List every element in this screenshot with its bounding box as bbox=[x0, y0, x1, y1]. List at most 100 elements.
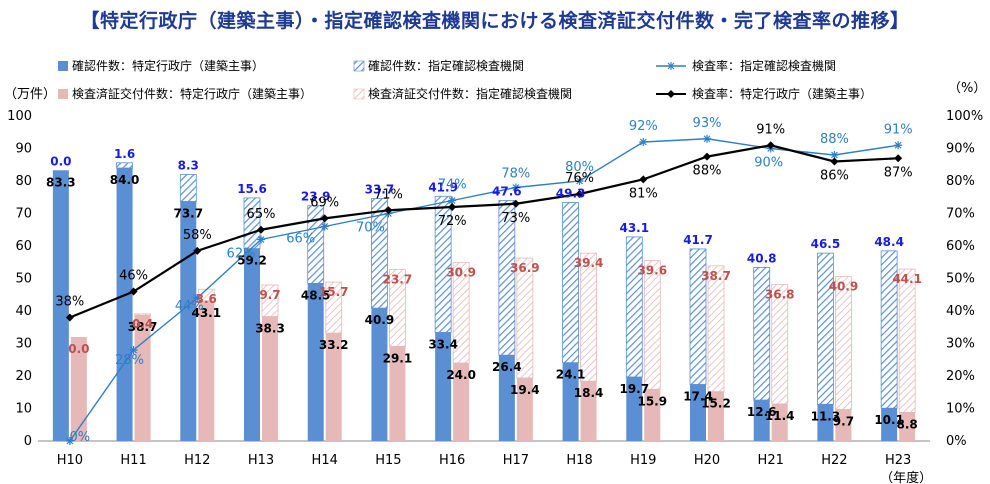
label-confirm-gov: 10.1 bbox=[874, 413, 904, 427]
bar-inspect-gov bbox=[262, 316, 278, 441]
label-rate-gov: 73% bbox=[501, 211, 530, 226]
y-right-unit: （%） bbox=[948, 81, 986, 96]
marker-rate-gov bbox=[830, 157, 839, 166]
label-inspect-org: 40.9 bbox=[829, 280, 859, 294]
marker-rate-org bbox=[129, 346, 138, 354]
label-inspect-org: 15.7 bbox=[319, 285, 349, 299]
y-right-tick-label: 80% bbox=[946, 174, 975, 189]
legend: 確認件数：特定行政庁（建築主事） 確認件数：指定確認検査機関 検査率：指定確認検査機… bbox=[58, 58, 872, 101]
bar-inspect-gov bbox=[835, 409, 852, 441]
marker-rate-gov bbox=[257, 225, 265, 234]
label-confirm-org: 48.4 bbox=[874, 235, 904, 249]
bar-confirm-org bbox=[434, 195, 452, 333]
marker-rate-gov bbox=[384, 206, 393, 215]
x-tick-label: H15 bbox=[375, 453, 401, 468]
label-confirm-org: 23.9 bbox=[301, 190, 331, 204]
x-tick-label: H17 bbox=[503, 453, 529, 468]
y-left-tick-label: 40 bbox=[15, 304, 32, 319]
label-rate-gov: 46% bbox=[119, 269, 148, 284]
label-confirm-gov: 33.4 bbox=[428, 337, 458, 351]
legend-swatch-confirm-org bbox=[353, 60, 365, 72]
label-inspect-gov: 24.0 bbox=[446, 368, 476, 382]
bar-inspect-org bbox=[835, 276, 852, 410]
legend-label: 検査済証交付件数：特定行政庁（建築主事） bbox=[72, 86, 312, 101]
bar-inspect-gov bbox=[899, 412, 916, 441]
label-rate-org: 91% bbox=[884, 122, 913, 137]
label-confirm-gov: 17.4 bbox=[683, 389, 713, 403]
legend-swatch-confirm-gov bbox=[58, 61, 68, 71]
bar-inspect-org bbox=[707, 265, 725, 393]
marker-rate-gov bbox=[511, 199, 520, 208]
label-rate-gov: 65% bbox=[247, 207, 276, 222]
label-rate-gov: 58% bbox=[183, 228, 212, 243]
bars bbox=[52, 162, 916, 441]
line-rate-gov bbox=[69, 144, 899, 319]
y-right-tick-label: 0% bbox=[946, 434, 967, 449]
label-inspect-gov: 43.1 bbox=[191, 306, 221, 320]
marker-rate-org bbox=[575, 177, 584, 185]
bar-confirm-org bbox=[179, 174, 197, 202]
label-confirm-gov: 12.6 bbox=[747, 405, 777, 419]
label-confirm-org: 46.5 bbox=[811, 237, 841, 251]
bar-confirm-gov bbox=[690, 384, 706, 441]
marker-rate-org bbox=[639, 138, 648, 146]
bar-inspect-org bbox=[261, 284, 279, 317]
marker-rate-gov bbox=[766, 141, 775, 150]
label-confirm-org: 0.0 bbox=[50, 154, 71, 168]
y-left-tick-label: 60 bbox=[15, 239, 32, 254]
bar-confirm-gov bbox=[244, 248, 260, 441]
y-left-tick-label: 10 bbox=[15, 402, 32, 417]
bar-inspect-gov bbox=[389, 346, 406, 441]
y-left-tick-label: 30 bbox=[15, 337, 32, 352]
label-inspect-org: 0.4 bbox=[132, 317, 153, 331]
bar-inspect-gov bbox=[198, 300, 215, 441]
marker-rate-gov bbox=[639, 175, 648, 184]
label-rate-gov: 71% bbox=[374, 187, 403, 202]
label-inspect-org: 39.6 bbox=[637, 264, 667, 278]
legend-label: 検査率：特定行政庁（建築主事） bbox=[692, 86, 872, 101]
bar-inspect-org bbox=[580, 252, 597, 382]
y-right-tick-label: 10% bbox=[946, 402, 975, 417]
label-rate-org: 62% bbox=[227, 247, 256, 262]
bar-confirm-gov bbox=[116, 168, 133, 441]
label-inspect-gov: 15.2 bbox=[701, 397, 731, 411]
bar-confirm-gov bbox=[52, 170, 69, 441]
marker-rate-gov bbox=[193, 246, 202, 255]
label-rate-gov: 76% bbox=[565, 171, 594, 186]
bar-confirm-org bbox=[625, 236, 643, 378]
marker-rate-org bbox=[703, 134, 711, 143]
label-rate-org: 44% bbox=[175, 299, 204, 314]
bar-inspect-gov bbox=[580, 381, 597, 441]
y-left-tick-label: 20 bbox=[15, 369, 32, 384]
label-inspect-org: 44.1 bbox=[892, 272, 922, 286]
bar-confirm-org bbox=[371, 198, 388, 309]
y-left-tick-label: 50 bbox=[15, 272, 32, 287]
label-inspect-gov: 29.1 bbox=[383, 351, 413, 365]
label-rate-org: 80% bbox=[565, 160, 594, 175]
bar-confirm-gov bbox=[180, 201, 197, 441]
bar-confirm-org bbox=[307, 205, 325, 284]
y-right-tick-label: 90% bbox=[946, 142, 975, 157]
bar-inspect-org bbox=[452, 262, 470, 364]
label-rate-gov: 81% bbox=[629, 186, 658, 201]
y-left-tick-label: 100 bbox=[7, 109, 32, 124]
label-inspect-org: 30.9 bbox=[446, 266, 476, 280]
x-tick-label: H13 bbox=[248, 453, 274, 468]
label-confirm-org: 8.3 bbox=[178, 159, 199, 173]
label-confirm-org: 41.9 bbox=[428, 180, 458, 194]
marker-rate-gov bbox=[703, 152, 711, 161]
x-tick-label: H12 bbox=[184, 453, 210, 468]
x-tick-label: H10 bbox=[57, 453, 83, 468]
label-inspect-gov: 38.3 bbox=[255, 322, 285, 336]
label-confirm-gov: 83.3 bbox=[46, 175, 76, 189]
label-confirm-gov: 11.3 bbox=[811, 409, 841, 423]
x-tick-label: H23 bbox=[885, 453, 911, 468]
label-confirm-org: 33.7 bbox=[365, 183, 395, 197]
label-rate-org: 92% bbox=[629, 119, 658, 134]
label-rate-gov: 38% bbox=[55, 295, 84, 310]
marker-rate-gov bbox=[65, 313, 74, 322]
y-right-tick-label: 30% bbox=[946, 337, 975, 352]
x-tick-label: H22 bbox=[821, 453, 847, 468]
label-confirm-gov: 84.0 bbox=[110, 173, 140, 187]
